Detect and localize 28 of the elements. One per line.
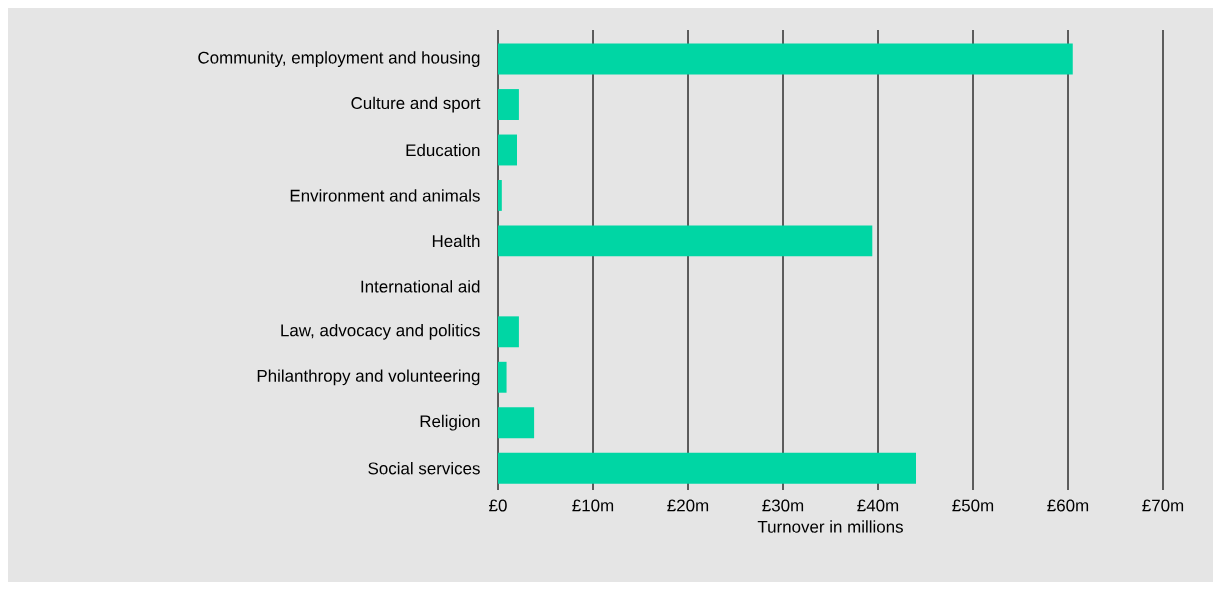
bar <box>498 225 873 257</box>
bar <box>498 316 519 348</box>
bar <box>498 361 507 393</box>
bar <box>498 89 519 120</box>
x-tick-label: £10m <box>572 499 614 512</box>
y-tick-label: Religion <box>420 414 480 431</box>
x-tick-label: £40m <box>857 499 899 512</box>
x-axis-title: Turnover in millions <box>757 520 903 533</box>
x-tick-label: £30m <box>762 499 804 512</box>
y-tick-label: Social services <box>368 461 480 475</box>
x-tick-label: £50m <box>952 499 994 512</box>
bar <box>498 43 1073 75</box>
y-tick-label: Philanthropy and volunteering <box>257 369 480 386</box>
y-tick-label: Environment and animals <box>290 189 480 202</box>
y-tick-label: Law, advocacy and politics <box>281 323 480 340</box>
y-tick-label: International aid <box>361 280 480 293</box>
y-tick-label: Culture and sport <box>351 96 481 113</box>
x-tick-label: £20m <box>667 499 709 512</box>
x-tick-label: £0 <box>489 499 507 512</box>
bar <box>498 452 917 484</box>
bar <box>498 179 502 211</box>
y-tick-label: Community, employment and housing <box>198 51 480 67</box>
bar <box>498 407 535 439</box>
y-tick-label: Health <box>432 234 480 248</box>
x-tick-label: £70m <box>1142 499 1184 512</box>
x-tick-label: £60m <box>1047 499 1089 512</box>
bar <box>498 134 518 166</box>
y-tick-label: Education <box>406 143 480 157</box>
